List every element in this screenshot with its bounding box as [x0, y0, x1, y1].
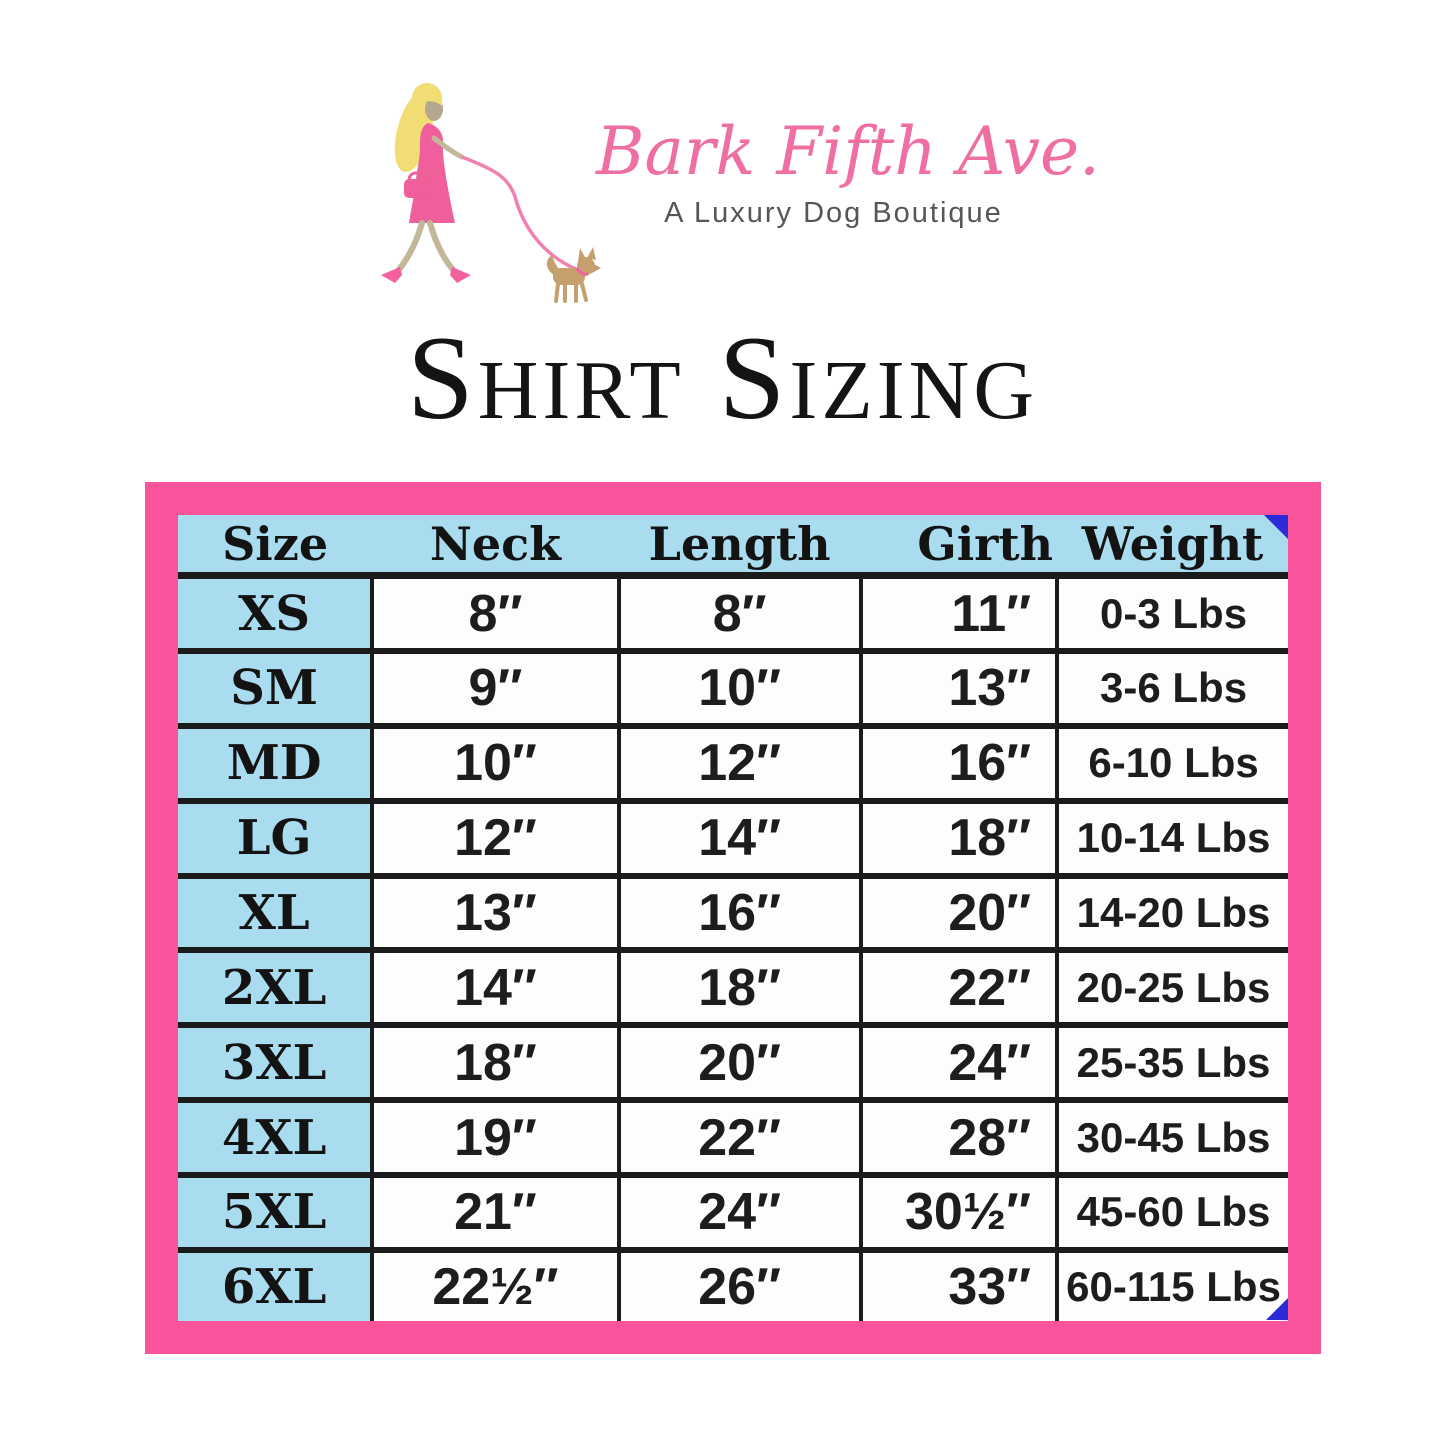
table-cell: 0-3 Lbs	[1055, 575, 1288, 654]
table-row: SM 9″ 10″ 13″ 3-6 Lbs	[178, 651, 1288, 729]
brand-name: Bark Fifth Ave.	[596, 113, 1101, 190]
table-cell: 13″	[370, 875, 619, 954]
woman-figure	[381, 83, 471, 283]
table-cell: 22″	[858, 950, 1058, 1029]
size-label: 3XL	[178, 1025, 373, 1104]
table-row: 3XL 18″ 20″ 24″ 25-35 Lbs	[178, 1025, 1288, 1104]
table-cell: 18″	[858, 800, 1058, 879]
table-cell: 24″	[616, 1175, 861, 1253]
size-label: MD	[178, 725, 373, 804]
table-cell: 3-6 Lbs	[1055, 651, 1288, 729]
table-cell: 22″	[616, 1100, 861, 1179]
table-cell: 19″	[370, 1100, 619, 1179]
table-cell: 30-45 Lbs	[1055, 1100, 1288, 1179]
size-label: SM	[178, 651, 373, 729]
table-cell: 33″	[858, 1249, 1058, 1321]
table-row: MD 10″ 12″ 16″ 6-10 Lbs	[178, 725, 1288, 804]
sizing-table: Size Neck Length Girth Weight XS 8″ 8″ 11″ 0-3 L…	[178, 515, 1288, 1321]
size-label: XS	[178, 575, 373, 654]
table-cell: 8″	[370, 575, 619, 654]
column-header-neck: Neck	[372, 515, 619, 579]
table-row: XS 8″ 8″ 11″ 0-3 Lbs	[178, 575, 1288, 654]
table-row: 6XL 22½″ 26″ 33″ 60-115 Lbs	[178, 1249, 1288, 1321]
table-cell: 26″	[616, 1249, 861, 1321]
handbag	[404, 179, 428, 198]
table-cell: 16″	[616, 875, 861, 954]
table-cell: 28″	[858, 1100, 1058, 1179]
logo: Bark Fifth Ave. A Luxury Dog Boutique	[378, 76, 1101, 321]
table-row: 4XL 19″ 22″ 28″ 30-45 Lbs	[178, 1100, 1288, 1179]
brand-tagline: A Luxury Dog Boutique	[664, 196, 1003, 229]
size-label: 6XL	[178, 1249, 373, 1321]
woman-walking-dog-icon	[381, 83, 601, 303]
table-row: 5XL 21″ 24″ 30½″ 45-60 Lbs	[178, 1175, 1288, 1253]
table-header-row: Size Neck Length Girth Weight	[178, 515, 1288, 579]
size-label: 5XL	[178, 1175, 373, 1253]
table-cell: 25-35 Lbs	[1055, 1025, 1288, 1104]
table-cell: 20″	[616, 1025, 861, 1104]
table-cell: 20″	[858, 875, 1058, 954]
size-label: 4XL	[178, 1100, 373, 1179]
column-header-length: Length	[618, 515, 861, 579]
size-label: XL	[178, 875, 373, 954]
table-cell: 45-60 Lbs	[1055, 1175, 1288, 1253]
table-cell: 24″	[858, 1025, 1058, 1104]
logo-text: Bark Fifth Ave. A Luxury Dog Boutique	[596, 113, 1101, 230]
size-label: LG	[178, 800, 373, 879]
table-body: XS 8″ 8″ 11″ 0-3 Lbs SM 9″ 10″ 13″ 3-6 Lbs MD 10″ 12…	[178, 575, 1288, 1321]
column-header-girth: Girth	[860, 515, 1058, 579]
dog-figure	[546, 247, 601, 303]
table-cell: 14″	[616, 800, 861, 879]
table-cell: 18″	[370, 1025, 619, 1104]
table-cell: 30½″	[858, 1175, 1058, 1253]
table-cell: 14″	[370, 950, 619, 1029]
leash	[461, 155, 579, 272]
column-header-size: Size	[178, 515, 373, 579]
table-row: LG 12″ 14″ 18″ 10-14 Lbs	[178, 800, 1288, 879]
fold-corner-top-icon	[1264, 515, 1288, 539]
table-cell: 22½″	[370, 1249, 619, 1321]
page-title: Shirt Sizing	[407, 311, 1038, 444]
table-cell: 12″	[616, 725, 861, 804]
table-cell: 8″	[616, 575, 861, 654]
table-cell: 13″	[858, 651, 1058, 729]
table-row: XL 13″ 16″ 20″ 14-20 Lbs	[178, 875, 1288, 954]
table-cell: 10″	[616, 651, 861, 729]
table-cell: 12″	[370, 800, 619, 879]
table-cell: 20-25 Lbs	[1055, 950, 1288, 1029]
dog-collar	[575, 267, 589, 276]
table-cell: 16″	[858, 725, 1058, 804]
table-cell: 11″	[858, 575, 1058, 654]
table-cell: 14-20 Lbs	[1055, 875, 1288, 954]
column-header-weight: Weight	[1057, 515, 1288, 579]
table-row: 2XL 14″ 18″ 22″ 20-25 Lbs	[178, 950, 1288, 1029]
size-label: 2XL	[178, 950, 373, 1029]
size-chart-frame: Size Neck Length Girth Weight XS 8″ 8″ 11″ 0-3 L…	[145, 482, 1321, 1354]
table-cell: 60-115 Lbs	[1055, 1249, 1288, 1321]
fold-corner-bottom-icon	[1266, 1298, 1288, 1320]
table-cell: 10-14 Lbs	[1055, 800, 1288, 879]
table-cell: 10″	[370, 725, 619, 804]
table-cell: 9″	[370, 651, 619, 729]
table-cell: 18″	[616, 950, 861, 1029]
table-cell: 21″	[370, 1175, 619, 1253]
table-cell: 6-10 Lbs	[1055, 725, 1288, 804]
